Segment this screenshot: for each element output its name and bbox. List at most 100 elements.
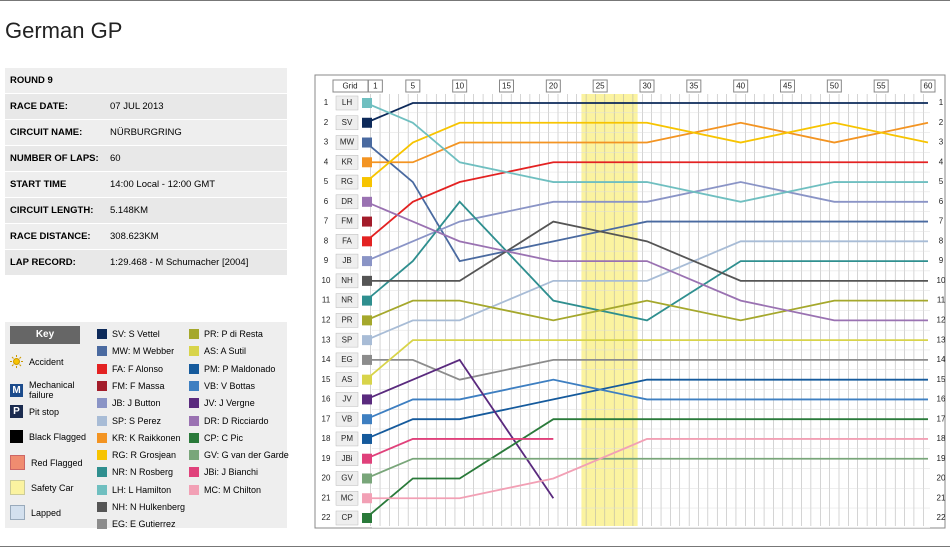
x-tick-label: 40	[736, 82, 745, 91]
info-row: CIRCUIT LENGTH: 5.148KM	[5, 198, 287, 223]
grid-cell	[335, 115, 359, 131]
key-item: P Pit stop	[10, 405, 95, 418]
x-tick-label: 35	[689, 82, 698, 91]
y-tick-label: 18	[937, 434, 946, 443]
y-tick-label: 9	[939, 256, 944, 265]
legend-item: RG: R Grosjean	[97, 450, 177, 461]
y-tick-label: 4	[324, 157, 329, 166]
legend-item: PM: P Maldonado	[189, 363, 276, 374]
x-tick-label: 55	[877, 82, 886, 91]
y-tick-label: 1	[324, 98, 329, 107]
grid-cell	[335, 372, 359, 387]
x-tick-box	[499, 79, 514, 93]
grid-code: JV	[342, 395, 352, 404]
legend-item: VB: V Bottas	[189, 380, 256, 391]
legend-item: SP: S Perez	[97, 415, 161, 426]
legend-swatch	[97, 363, 107, 374]
legend-item: JBi: J Bianchi	[189, 467, 258, 478]
grid-cell	[335, 214, 359, 229]
info-row: RACE DATE: 07 JUL 2013	[5, 94, 287, 119]
legend-label: VB: V Bottas	[204, 380, 256, 391]
info-label: RACE DISTANCE:	[10, 231, 91, 242]
legend-label: MW: M Webber	[112, 346, 175, 357]
x-tick-box	[686, 79, 702, 93]
legend-swatch	[189, 467, 199, 478]
info-value: NÜRBURGRING	[110, 127, 182, 138]
legend-label: NH: N Hulkenberg	[112, 502, 186, 512]
grid-code: FM	[341, 217, 353, 226]
grid-cell	[335, 194, 359, 210]
grid-swatch	[362, 374, 372, 385]
grid-code: MW	[340, 138, 355, 147]
x-tick-box	[780, 79, 795, 93]
legend-item: EG: E Gutierrez	[97, 519, 176, 530]
legend-label: DR: D Ricciardo	[204, 415, 269, 426]
info-label: CIRCUIT NAME:	[10, 127, 83, 138]
legend-item: MW: M Webber	[97, 346, 175, 357]
info-label: RACE DATE:	[10, 101, 68, 112]
y-tick-label: 11	[937, 296, 946, 305]
info-label: NUMBER OF LAPS:	[10, 153, 99, 164]
grid-cell	[335, 313, 359, 328]
key-label: Mechanical failure	[29, 380, 75, 400]
grid-code: SP	[342, 335, 353, 344]
grid-code: DR	[341, 197, 353, 206]
info-row: NUMBER OF LAPS: 60	[5, 146, 287, 171]
grid-code: EG	[341, 355, 353, 364]
grid-swatch	[362, 177, 372, 188]
key-item: Accident	[10, 355, 95, 368]
y-tick-label: 18	[322, 434, 331, 443]
legend-item: JV: J Vergne	[189, 398, 255, 409]
info-table: ROUND 9 RACE DATE: 07 JUL 2013 CIRCUIT NAME…	[5, 68, 287, 276]
y-tick-label: 19	[322, 454, 331, 463]
info-label: LAP RECORD:	[10, 257, 76, 268]
y-tick-label: 8	[939, 236, 944, 245]
grid-code: VB	[342, 414, 353, 423]
legend-swatch	[189, 432, 199, 443]
legend-label: RG: R Grosjean	[112, 450, 177, 461]
y-tick-label: 19	[937, 454, 946, 463]
y-tick-label: 5	[939, 177, 944, 186]
grid-swatch	[362, 493, 372, 504]
legend-swatch	[97, 380, 107, 391]
y-tick-label: 17	[937, 414, 946, 423]
grid-cell	[335, 490, 359, 506]
key-item: Black Flagged	[10, 430, 95, 443]
legend-swatch	[97, 398, 107, 409]
y-tick-label: 8	[324, 236, 329, 245]
x-tick-box	[367, 79, 383, 93]
legend-label: LH: L Hamilton	[112, 484, 172, 495]
legend-label: MC: M Chilton	[204, 484, 262, 495]
position-line	[365, 339, 928, 381]
grid-cell	[335, 293, 359, 308]
grid-label: Grid	[342, 82, 357, 91]
x-tick-label: 30	[643, 82, 652, 91]
legend-item: MC: M Chilton	[189, 484, 262, 495]
y-tick-label: 13	[322, 335, 331, 344]
grid-code: NH	[341, 276, 353, 285]
legend-label: FA: F Alonso	[112, 363, 164, 374]
rule	[0, 546, 950, 547]
legend-swatch	[189, 329, 199, 339]
grid-code: MC	[341, 493, 354, 502]
grid-cell	[335, 510, 359, 526]
legend-swatch	[97, 484, 107, 495]
info-value: 1:29.468 - M Schumacher [2004]	[110, 257, 249, 268]
x-tick-box	[639, 79, 655, 93]
position-line	[365, 181, 928, 262]
rule	[0, 0, 950, 1]
position-line	[366, 438, 928, 500]
position-line	[366, 121, 929, 164]
grid-cell	[335, 95, 359, 111]
legend-label: PM: P Maldonado	[204, 363, 276, 374]
grid-swatch	[362, 513, 372, 523]
grid-code: PM	[341, 434, 353, 443]
grid-header	[332, 79, 369, 93]
position-line	[365, 438, 554, 460]
key-title: Key	[10, 326, 80, 344]
legend-label: KR: K Raikkonen	[112, 432, 181, 443]
chart-frame	[314, 74, 946, 529]
x-tick-box	[733, 79, 749, 93]
y-tick-label: 12	[322, 315, 331, 324]
